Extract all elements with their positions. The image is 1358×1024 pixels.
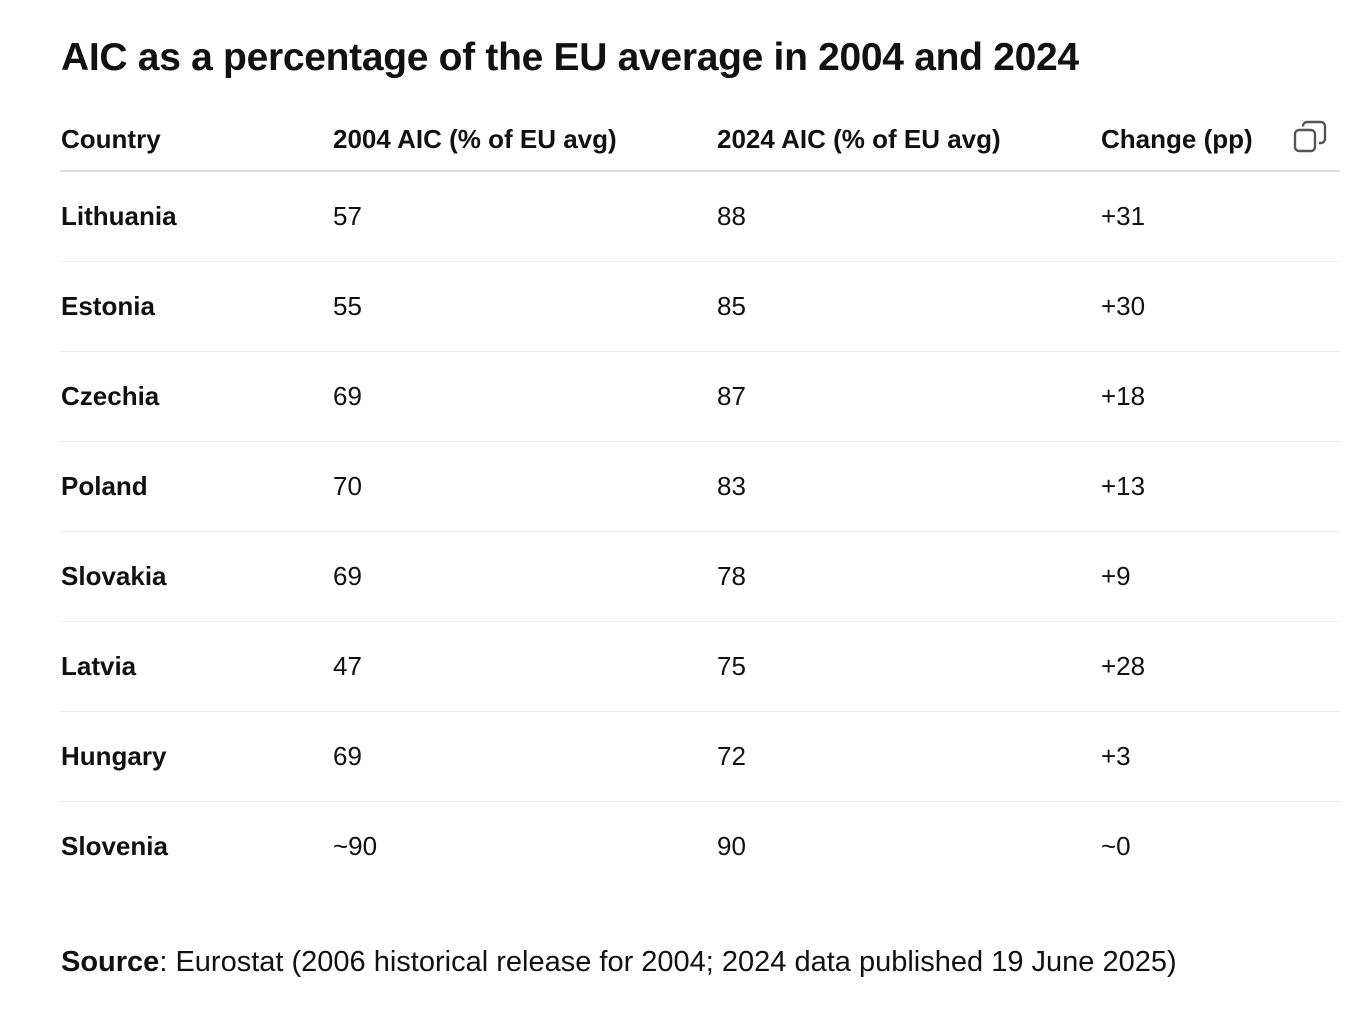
page-title: AIC as a percentage of the EU average in…: [61, 36, 1079, 79]
table-row: Czechia 69 87 +18: [60, 352, 1340, 442]
cell-country: Slovenia: [61, 831, 168, 861]
cell-country: Hungary: [61, 741, 167, 771]
cell-change: +18: [1101, 381, 1146, 411]
cell-2004: ~90: [333, 831, 378, 861]
copy-icon: [1293, 120, 1327, 153]
cell-change: +31: [1101, 201, 1146, 231]
column-header-2024: 2024 AIC (% of EU avg): [717, 123, 1001, 154]
cell-change: ~0: [1101, 831, 1131, 861]
source-text: : Eurostat (2006 historical release for …: [159, 946, 1177, 978]
column-header-2004: 2004 AIC (% of EU avg): [333, 123, 617, 154]
table-row: Latvia 47 75 +28: [60, 622, 1340, 712]
data-table: Country 2004 AIC (% of EU avg) 2024 AIC …: [60, 104, 1340, 891]
cell-change: +3: [1101, 741, 1131, 771]
table-row: Estonia 55 85 +30: [60, 262, 1340, 352]
cell-2004: 55: [333, 291, 362, 321]
cell-country: Estonia: [61, 291, 155, 321]
cell-2024: 72: [717, 741, 746, 771]
cell-country: Slovakia: [61, 561, 167, 591]
cell-country: Czechia: [61, 381, 160, 411]
cell-2024: 75: [717, 651, 746, 681]
cell-2004: 69: [333, 381, 362, 411]
cell-2024: 88: [717, 201, 746, 231]
copy-table-button[interactable]: [1290, 117, 1330, 157]
source-note: Source: Eurostat (2006 historical releas…: [61, 942, 1177, 982]
cell-country: Poland: [61, 471, 148, 501]
cell-2004: 70: [333, 471, 362, 501]
cell-change: +28: [1101, 651, 1146, 681]
cell-change: +30: [1101, 291, 1146, 321]
cell-change: +9: [1101, 561, 1131, 591]
cell-2024: 78: [717, 561, 746, 591]
cell-2024: 87: [717, 381, 746, 411]
table-header-row: Country 2004 AIC (% of EU avg) 2024 AIC …: [60, 104, 1340, 172]
cell-2024: 83: [717, 471, 746, 501]
cell-change: +13: [1101, 471, 1146, 501]
column-header-change: Change (pp): [1101, 123, 1253, 154]
cell-2024: 90: [717, 831, 746, 861]
cell-2004: 69: [333, 561, 362, 591]
table-row: Lithuania 57 88 +31: [60, 172, 1340, 262]
cell-country: Latvia: [61, 651, 137, 681]
cell-2004: 57: [333, 201, 362, 231]
cell-2004: 69: [333, 741, 362, 771]
table-row: Hungary 69 72 +3: [60, 712, 1340, 802]
table-row: Poland 70 83 +13: [60, 442, 1340, 532]
table-row: Slovakia 69 78 +9: [60, 532, 1340, 622]
cell-country: Lithuania: [61, 201, 177, 231]
table-row: Slovenia ~90 90 ~0: [60, 802, 1340, 891]
cell-2024: 85: [717, 291, 746, 321]
column-header-country: Country: [61, 123, 161, 154]
cell-2004: 47: [333, 651, 362, 681]
source-label: Source: [61, 946, 160, 978]
